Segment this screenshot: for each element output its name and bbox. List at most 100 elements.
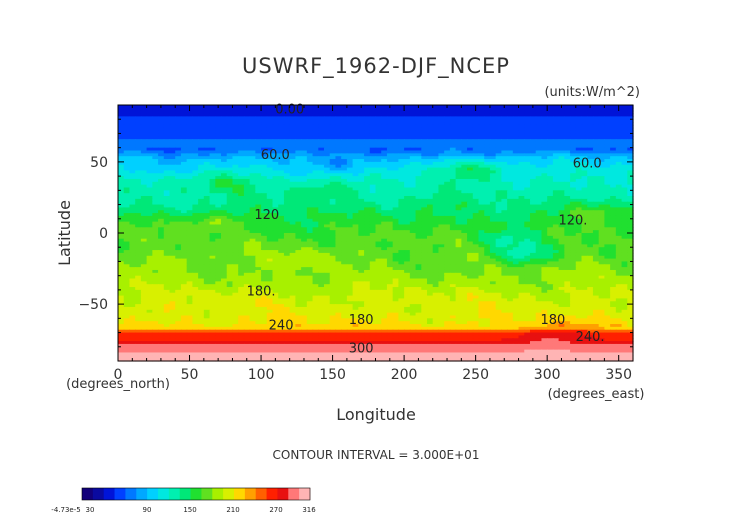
heatmap-cell: [243, 113, 251, 117]
heatmap-cell: [432, 190, 440, 194]
heatmap-cell: [238, 144, 245, 149]
heatmap-cell: [581, 156, 588, 160]
heatmap-cell: [243, 201, 251, 206]
heatmap-cell: [249, 178, 256, 183]
heatmap-cell: [369, 133, 377, 137]
heatmap-cell: [484, 147, 491, 152]
heatmap-cell: [461, 181, 468, 186]
heatmap-cell: [381, 161, 388, 166]
heatmap-cell: [558, 193, 565, 197]
heatmap-cell: [169, 124, 176, 129]
heatmap-cell: [472, 161, 480, 166]
heatmap-cell: [512, 161, 520, 166]
heatmap-cell: [547, 198, 554, 203]
heatmap-cell: [232, 150, 239, 154]
heatmap-cell: [564, 204, 571, 208]
heatmap-cell: [192, 164, 199, 169]
heatmap-cell: [381, 159, 388, 163]
heatmap-cell: [146, 204, 153, 208]
heatmap-cell: [146, 210, 153, 214]
heatmap-cell: [449, 161, 457, 166]
heatmap-cell: [261, 173, 268, 177]
heatmap-cell: [570, 119, 577, 123]
heatmap-cell: [198, 196, 205, 200]
heatmap-cell: [324, 176, 331, 180]
heatmap-cell: [627, 159, 634, 163]
heatmap-cell: [192, 156, 199, 160]
heatmap-cell: [123, 161, 131, 166]
heatmap-cell: [558, 124, 565, 129]
heatmap-cell: [152, 150, 159, 154]
heatmap-cell: [146, 150, 153, 154]
heatmap-cell: [301, 218, 308, 223]
heatmap-cell: [575, 116, 583, 120]
heatmap-cell: [329, 136, 337, 140]
heatmap-cell: [592, 170, 600, 174]
heatmap-cell: [598, 196, 605, 200]
heatmap-cell: [346, 184, 354, 189]
heatmap-cell: [455, 144, 462, 149]
heatmap-cell: [398, 184, 405, 189]
heatmap-cell: [158, 130, 165, 135]
heatmap-cell: [175, 144, 182, 149]
heatmap-cell: [158, 204, 165, 208]
heatmap-cell: [598, 113, 605, 117]
heatmap-cell: [409, 124, 417, 129]
heatmap-cell: [203, 107, 211, 112]
heatmap-cell: [346, 193, 354, 197]
heatmap-cell: [163, 159, 171, 163]
heatmap-cell: [312, 141, 319, 146]
heatmap-cell: [524, 198, 531, 203]
heatmap-cell: [530, 161, 537, 166]
heatmap-cell: [198, 198, 205, 203]
heatmap-cell: [209, 124, 216, 129]
heatmap-cell: [564, 136, 571, 140]
heatmap-cell: [243, 127, 251, 132]
heatmap-cell: [375, 110, 382, 115]
heatmap-cell: [215, 124, 222, 129]
heatmap-cell: [318, 170, 325, 174]
heatmap-cell: [364, 181, 371, 186]
heatmap-cell: [501, 207, 508, 211]
heatmap-cell: [392, 170, 399, 174]
heatmap-cell: [295, 210, 302, 214]
heatmap-cell: [272, 204, 279, 208]
heatmap-cell: [135, 218, 142, 223]
heatmap-cell: [455, 201, 462, 206]
heatmap-cell: [163, 161, 171, 166]
heatmap-cell: [484, 204, 491, 208]
heatmap-cell: [329, 196, 337, 200]
heatmap-cell: [249, 156, 256, 160]
heatmap-cell: [249, 173, 256, 177]
heatmap-cell: [432, 215, 440, 220]
heatmap-cell: [518, 124, 525, 129]
heatmap-cell: [175, 113, 182, 117]
heatmap-cell: [592, 113, 600, 117]
heatmap-cell: [421, 139, 428, 143]
heatmap-cell: [221, 133, 228, 137]
heatmap-cell: [301, 176, 308, 180]
heatmap-cell: [495, 122, 502, 126]
heatmap-cell: [140, 164, 148, 169]
heatmap-cell: [484, 181, 491, 186]
heatmap-cell: [272, 178, 279, 183]
heatmap-cell: [398, 153, 405, 157]
heatmap-cell: [352, 164, 359, 169]
heatmap-cell: [415, 136, 422, 140]
heatmap-cell: [295, 178, 302, 183]
heatmap-cell: [226, 105, 234, 109]
heatmap-cell: [324, 122, 331, 126]
heatmap-cell: [352, 190, 359, 194]
heatmap-cell: [615, 176, 623, 180]
heatmap-cell: [158, 150, 165, 154]
heatmap-cell: [272, 215, 279, 220]
heatmap-cell: [255, 164, 262, 169]
heatmap-cell: [169, 170, 176, 174]
heatmap-cell: [266, 187, 274, 191]
heatmap-cell: [489, 116, 497, 120]
heatmap-cell: [381, 107, 388, 112]
heatmap-cell: [507, 150, 514, 154]
heatmap-cell: [215, 107, 222, 112]
heatmap-cell: [581, 113, 588, 117]
heatmap-cell: [318, 147, 325, 152]
